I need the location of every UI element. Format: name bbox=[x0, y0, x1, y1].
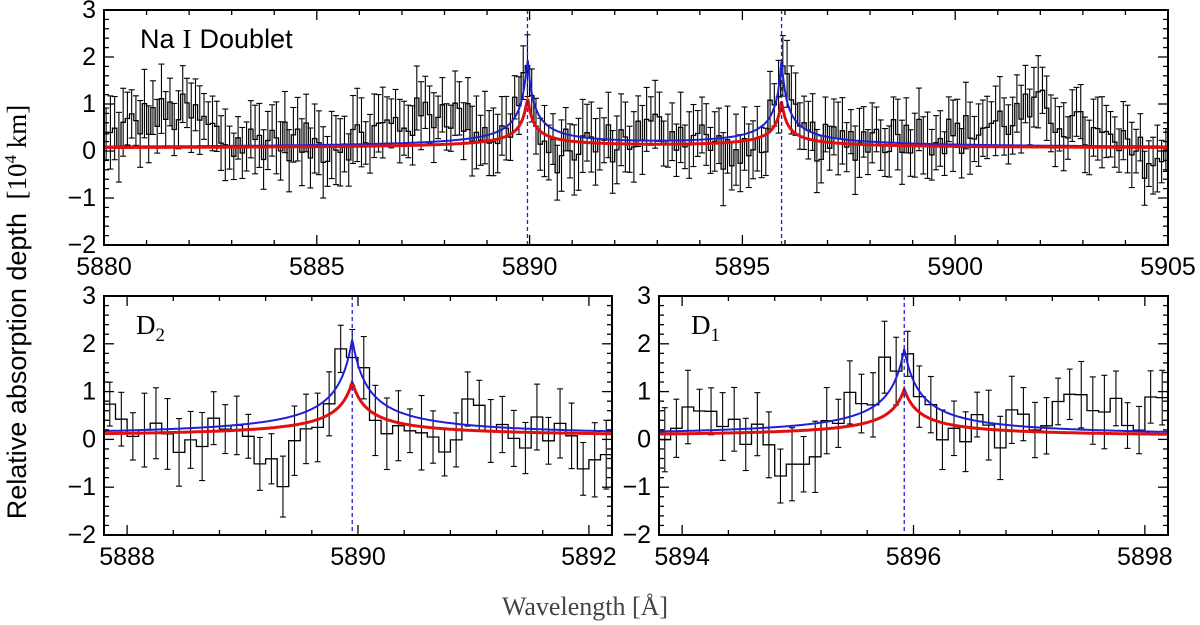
x-tick-label: 5898 bbox=[1117, 543, 1173, 571]
axes-frame bbox=[658, 295, 1169, 536]
x-tick-label: 5892 bbox=[561, 543, 617, 571]
y-tick-label: −1 bbox=[67, 473, 96, 501]
y-tick-label: 1 bbox=[82, 90, 96, 118]
model-red-line bbox=[104, 378, 612, 436]
y-tick-label: 2 bbox=[82, 330, 96, 358]
plot-area bbox=[104, 296, 612, 535]
x-tick-label: 5905 bbox=[1140, 253, 1196, 281]
plot-area bbox=[104, 10, 1168, 245]
panel-d1: −2 −1 0 1 2 3 5894 5896 5898 D1 bbox=[622, 282, 1172, 571]
y-axis-label: Relative absorption depth [104 km] bbox=[1, 105, 32, 519]
model-blue-line bbox=[104, 339, 612, 433]
x-tick-label: 5890 bbox=[330, 543, 386, 571]
x-axis-label: Wavelength [Å] bbox=[502, 592, 668, 621]
x-tick-label: 5900 bbox=[927, 253, 983, 281]
y-tick-label: −1 bbox=[622, 473, 651, 501]
axes-frame bbox=[103, 9, 1169, 246]
x-tick-label: 5895 bbox=[715, 253, 771, 281]
y-tick-label: 3 bbox=[637, 282, 651, 310]
axes-frame bbox=[103, 295, 613, 536]
y-tick-label: −2 bbox=[622, 521, 651, 549]
y-tick-label: 0 bbox=[82, 137, 96, 165]
y-tick-label: 3 bbox=[82, 0, 96, 24]
observed-spectrum-step bbox=[659, 353, 1168, 477]
panel-title: D1 bbox=[691, 310, 720, 346]
x-tick-label: 5885 bbox=[289, 253, 345, 281]
x-tick-label: 5888 bbox=[99, 543, 155, 571]
plot-area bbox=[659, 296, 1168, 535]
x-tick-label: 5890 bbox=[502, 253, 558, 281]
x-tick-label: 5880 bbox=[76, 253, 132, 281]
y-tick-label: 1 bbox=[82, 378, 96, 406]
panel-top: −2 −1 0 1 2 3 5880 5885 5890 5895 5900 5905 Na I Doubl… bbox=[67, 0, 1195, 281]
model-blue-line bbox=[659, 348, 1168, 433]
y-tick-label: −2 bbox=[67, 521, 96, 549]
model-red-line bbox=[659, 385, 1168, 436]
y-tick-label: 3 bbox=[82, 282, 96, 310]
y-tick-label: −1 bbox=[67, 184, 96, 212]
model-red-line bbox=[104, 98, 1168, 149]
y-tick-label: 2 bbox=[82, 43, 96, 71]
x-tick-label: 5894 bbox=[654, 543, 710, 571]
observed-spectrum-step bbox=[104, 348, 612, 488]
panel-d2: −2 −1 0 1 2 3 5888 5890 5892 D2 bbox=[67, 282, 616, 571]
y-tick-label: −2 bbox=[67, 231, 96, 259]
x-tick-label: 5896 bbox=[886, 543, 942, 571]
y-tick-label: 1 bbox=[637, 378, 651, 406]
y-tick-label: 2 bbox=[637, 330, 651, 358]
panel-title: Na I Doublet bbox=[140, 24, 293, 54]
y-tick-label: 0 bbox=[637, 425, 651, 453]
panel-title: D2 bbox=[136, 310, 165, 346]
y-tick-label: 0 bbox=[82, 425, 96, 453]
